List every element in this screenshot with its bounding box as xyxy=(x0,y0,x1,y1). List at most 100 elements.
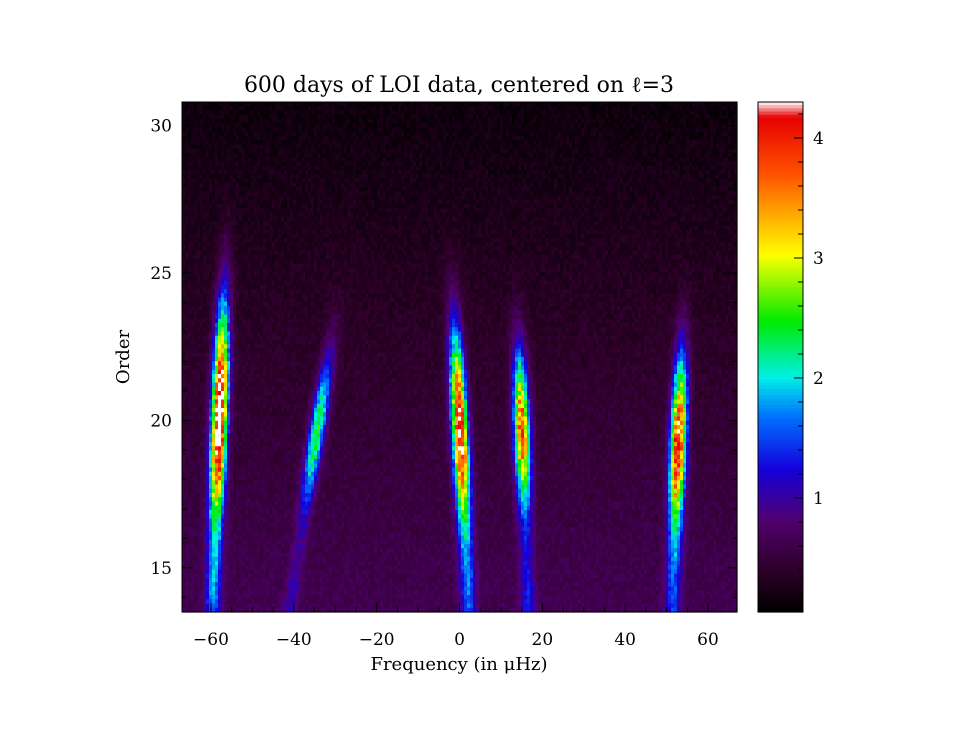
heatmap-cell xyxy=(350,136,354,141)
heatmap-cell xyxy=(371,195,375,201)
heatmap-cell xyxy=(407,106,411,112)
heatmap-cell xyxy=(350,161,354,167)
heatmap-cell xyxy=(392,123,396,129)
heatmap-cell xyxy=(560,170,564,175)
heatmap-cell xyxy=(296,144,300,150)
heatmap-cell xyxy=(401,153,405,158)
heatmap-cell xyxy=(356,131,360,137)
heatmap-cell xyxy=(695,187,699,192)
heatmap-cell xyxy=(620,119,624,124)
heatmap-cell xyxy=(395,106,399,112)
heatmap-cell xyxy=(305,191,309,197)
heatmap-cell xyxy=(524,123,528,129)
heatmap-cell xyxy=(431,191,435,197)
heatmap-cell xyxy=(605,174,609,180)
heatmap-cell xyxy=(731,191,735,197)
heatmap-cell xyxy=(476,144,480,150)
heatmap-cell xyxy=(320,182,324,188)
heatmap-cell xyxy=(452,131,456,137)
heatmap-cell xyxy=(524,165,528,171)
heatmap-cell xyxy=(428,174,432,180)
heatmap-cell xyxy=(710,178,714,184)
heatmap-cell xyxy=(221,182,225,188)
heatmap-cell xyxy=(689,131,693,137)
heatmap-cell xyxy=(629,187,633,192)
heatmap-cell xyxy=(725,144,729,150)
heatmap-cell xyxy=(485,144,489,150)
heatmap-cell xyxy=(284,157,288,163)
heatmap-cell xyxy=(476,170,480,175)
heatmap-cell xyxy=(707,114,711,120)
heatmap-cell xyxy=(710,110,714,116)
heatmap-cell xyxy=(482,110,486,116)
heatmap-cell xyxy=(449,161,453,167)
heatmap-cell xyxy=(716,148,720,154)
heatmap-cell xyxy=(509,148,513,154)
heatmap-cell xyxy=(407,127,411,133)
heatmap-cell xyxy=(335,144,339,150)
heatmap-cell xyxy=(197,102,201,107)
heatmap-cell xyxy=(512,153,516,158)
heatmap-cell xyxy=(344,123,348,129)
heatmap-cell xyxy=(584,187,588,192)
heatmap-cell xyxy=(437,195,441,201)
heatmap-cell xyxy=(281,110,285,116)
heatmap-cell xyxy=(506,187,510,192)
heatmap-cell xyxy=(212,127,216,133)
heatmap-cell xyxy=(317,119,321,124)
heatmap-cell xyxy=(458,182,462,188)
heatmap-cell xyxy=(413,148,417,154)
heatmap-cell xyxy=(215,153,219,158)
heatmap-cell xyxy=(353,165,357,171)
heatmap-cell xyxy=(659,174,663,180)
heatmap-cell xyxy=(257,182,261,188)
heatmap-cell xyxy=(644,153,648,158)
heatmap-cell xyxy=(578,136,582,141)
heatmap-cell xyxy=(530,114,534,120)
heatmap-cell xyxy=(350,106,354,112)
heatmap-cell xyxy=(449,127,453,133)
heatmap-cell xyxy=(503,140,507,146)
heatmap-cell xyxy=(290,131,294,137)
heatmap-cell xyxy=(572,153,576,158)
heatmap-cell xyxy=(623,123,627,129)
heatmap-cell xyxy=(272,110,276,116)
heatmap-cell xyxy=(440,127,444,133)
heatmap-cell xyxy=(464,131,468,137)
heatmap-cell xyxy=(560,102,564,107)
heatmap-cell xyxy=(377,127,381,133)
heatmap-cell xyxy=(575,153,579,158)
heatmap-cell xyxy=(647,140,651,146)
heatmap-cell xyxy=(593,123,597,129)
heatmap-cell xyxy=(359,170,363,175)
heatmap-cell xyxy=(728,131,732,137)
heatmap-cell xyxy=(539,174,543,180)
heatmap-cell xyxy=(362,102,366,107)
heatmap-cell xyxy=(374,153,378,158)
heatmap-cell xyxy=(581,191,585,197)
heatmap-cell xyxy=(389,127,393,133)
heatmap-cell xyxy=(398,174,402,180)
heatmap-cell xyxy=(305,123,309,129)
heatmap-cell xyxy=(485,153,489,158)
heatmap-cell xyxy=(455,148,459,154)
heatmap-cell xyxy=(725,102,729,107)
heatmap-cell xyxy=(569,182,573,188)
heatmap-cell xyxy=(242,148,246,154)
heatmap-cell xyxy=(719,161,723,167)
heatmap-cell xyxy=(263,174,267,180)
heatmap-cell xyxy=(392,165,396,171)
heatmap-cell xyxy=(446,165,450,171)
heatmap-cell xyxy=(272,127,276,133)
heatmap-cell xyxy=(536,178,540,184)
heatmap-cell xyxy=(473,174,477,180)
heatmap-cell xyxy=(344,178,348,184)
heatmap-cell xyxy=(521,127,525,133)
heatmap-cell xyxy=(338,123,342,129)
heatmap-cell xyxy=(362,110,366,116)
heatmap-cell xyxy=(383,153,387,158)
heatmap-cell xyxy=(620,161,624,167)
heatmap-cell xyxy=(296,110,300,116)
heatmap-cell xyxy=(680,191,684,197)
heatmap-cell xyxy=(653,131,657,137)
